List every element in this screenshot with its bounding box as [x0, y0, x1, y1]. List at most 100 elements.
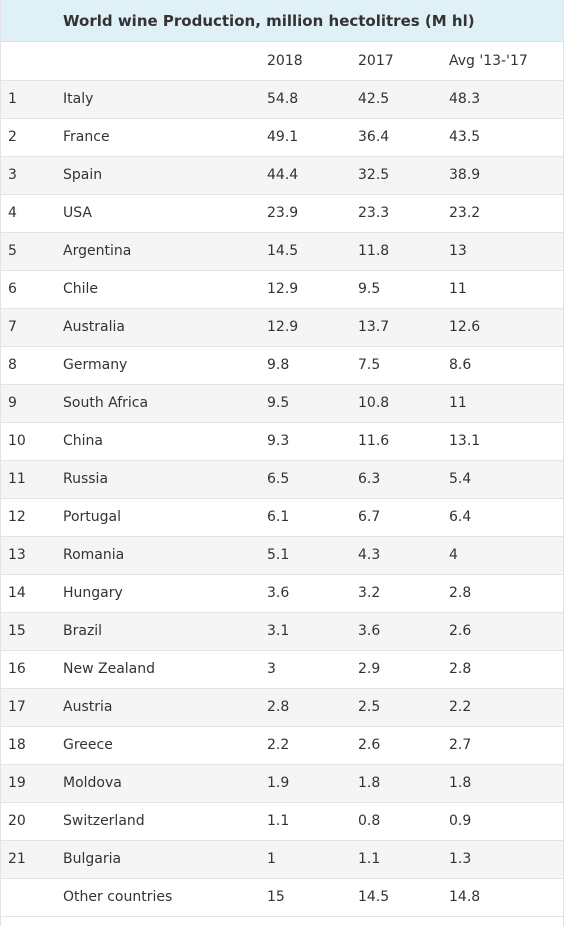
- cell-2018: 44.4: [267, 156, 358, 195]
- cell-2017: 32.5: [358, 156, 449, 195]
- cell-rank: 12: [1, 498, 63, 537]
- cell-2018: 6.5: [267, 460, 358, 499]
- cell-2018: 1.9: [267, 764, 358, 803]
- table-row: 9 South Africa 9.5 10.8 11: [1, 384, 563, 423]
- cell-2018: 2.8: [267, 688, 358, 727]
- cell-country: New Zealand: [63, 650, 267, 689]
- cell-rank: 5: [1, 232, 63, 271]
- table-row: 2 France 49.1 36.4 43.5: [1, 118, 563, 157]
- cell-rank: 15: [1, 612, 63, 651]
- cell-country: Italy: [63, 80, 267, 119]
- cell-avg-13-17: 8.6: [449, 346, 563, 385]
- cell-avg-13-17: 13.1: [449, 422, 563, 461]
- cell-country: Spain: [63, 156, 267, 195]
- cell-2018: 23.9: [267, 194, 358, 233]
- header-avg-13-17: Avg '13-'17: [449, 42, 563, 81]
- cell-country: Germany: [63, 346, 267, 385]
- table-title: World wine Production, million hectolitr…: [1, 0, 563, 42]
- cell-2018: 3.1: [267, 612, 358, 651]
- table-row: 1 Italy 54.8 42.5 48.3: [1, 80, 563, 119]
- header-rank: [1, 42, 63, 81]
- wine-production-table: 2018 2017 Avg '13-'17 1 Italy 54.8 42.5 48.3…: [1, 42, 563, 917]
- cell-2017: 3.2: [358, 574, 449, 613]
- cell-2018: 54.8: [267, 80, 358, 119]
- cell-avg-13-17: 12.6: [449, 308, 563, 347]
- table-row: 4 USA 23.9 23.3 23.2: [1, 194, 563, 233]
- cell-country: South Africa: [63, 384, 267, 423]
- cell-avg-13-17: 2.2: [449, 688, 563, 727]
- cell-2018: 14.5: [267, 232, 358, 271]
- cell-country: Australia: [63, 308, 267, 347]
- cell-2017: 6.7: [358, 498, 449, 537]
- cell-2018: 12.9: [267, 270, 358, 309]
- cell-rank: 11: [1, 460, 63, 499]
- table-row: 11 Russia 6.5 6.3 5.4: [1, 460, 563, 499]
- cell-avg-13-17: 11: [449, 384, 563, 423]
- cell-rank: 4: [1, 194, 63, 233]
- cell-2018: 49.1: [267, 118, 358, 157]
- cell-avg-13-17: 2.6: [449, 612, 563, 651]
- cell-country: Switzerland: [63, 802, 267, 841]
- cell-country: Argentina: [63, 232, 267, 271]
- cell-2017: 2.9: [358, 650, 449, 689]
- cell-rank: 2: [1, 118, 63, 157]
- table-row: 14 Hungary 3.6 3.2 2.8: [1, 574, 563, 613]
- cell-2017: 23.3: [358, 194, 449, 233]
- table-row: 21 Bulgaria 1 1.1 1.3: [1, 840, 563, 879]
- cell-avg-13-17: 13: [449, 232, 563, 271]
- cell-country: France: [63, 118, 267, 157]
- cell-avg-13-17: 11: [449, 270, 563, 309]
- cell-country: Bulgaria: [63, 840, 267, 879]
- cell-2017: 42.5: [358, 80, 449, 119]
- cell-country: Greece: [63, 726, 267, 765]
- cell-2017: 2.6: [358, 726, 449, 765]
- cell-rank: 7: [1, 308, 63, 347]
- cell-rank: 10: [1, 422, 63, 461]
- cell-2017: 4.3: [358, 536, 449, 575]
- table-body: 1 Italy 54.8 42.5 48.3 2 France 49.1 36.4 43.5 3 Sp…: [1, 80, 563, 917]
- cell-country: Chile: [63, 270, 267, 309]
- cell-2017: 13.7: [358, 308, 449, 347]
- cell-2017: 10.8: [358, 384, 449, 423]
- cell-2017: 9.5: [358, 270, 449, 309]
- cell-rank: 1: [1, 80, 63, 119]
- cell-2017: 11.8: [358, 232, 449, 271]
- cell-avg-13-17: 2.8: [449, 650, 563, 689]
- cell-rank: 18: [1, 726, 63, 765]
- cell-avg-13-17: 5.4: [449, 460, 563, 499]
- cell-avg-13-17: 0.9: [449, 802, 563, 841]
- header-2017: 2017: [358, 42, 449, 81]
- cell-avg-13-17: 14.8: [449, 878, 563, 917]
- table-row: 10 China 9.3 11.6 13.1: [1, 422, 563, 461]
- cell-rank: 8: [1, 346, 63, 385]
- cell-rank: 6: [1, 270, 63, 309]
- cell-2018: 2.2: [267, 726, 358, 765]
- cell-avg-13-17: 4: [449, 536, 563, 575]
- cell-rank: 9: [1, 384, 63, 423]
- cell-2017: 2.5: [358, 688, 449, 727]
- cell-country: China: [63, 422, 267, 461]
- cell-avg-13-17: 2.7: [449, 726, 563, 765]
- header-country: [63, 42, 267, 81]
- cell-rank: 20: [1, 802, 63, 841]
- cell-2018: 9.8: [267, 346, 358, 385]
- cell-avg-13-17: 6.4: [449, 498, 563, 537]
- table-row: 8 Germany 9.8 7.5 8.6: [1, 346, 563, 385]
- table-row: 7 Australia 12.9 13.7 12.6: [1, 308, 563, 347]
- table-row: Other countries 15 14.5 14.8: [1, 878, 563, 917]
- cell-rank: 19: [1, 764, 63, 803]
- cell-country: Portugal: [63, 498, 267, 537]
- cell-2018: 15: [267, 878, 358, 917]
- cell-2018: 3.6: [267, 574, 358, 613]
- cell-2018: 9.3: [267, 422, 358, 461]
- cell-country: Romania: [63, 536, 267, 575]
- table-row: 12 Portugal 6.1 6.7 6.4: [1, 498, 563, 537]
- cell-2017: 1.8: [358, 764, 449, 803]
- cell-rank: 17: [1, 688, 63, 727]
- cell-2017: 14.5: [358, 878, 449, 917]
- cell-2018: 1.1: [267, 802, 358, 841]
- table-row: 19 Moldova 1.9 1.8 1.8: [1, 764, 563, 803]
- cell-2018: 5.1: [267, 536, 358, 575]
- cell-avg-13-17: 1.3: [449, 840, 563, 879]
- cell-2017: 3.6: [358, 612, 449, 651]
